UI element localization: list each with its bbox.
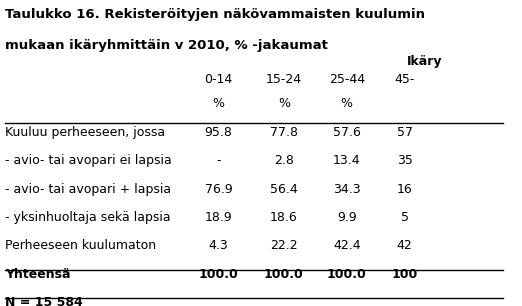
Text: 18.6: 18.6 — [270, 211, 298, 224]
Text: %: % — [278, 97, 290, 110]
Text: 9.9: 9.9 — [337, 211, 357, 224]
Text: 4.3: 4.3 — [209, 240, 229, 252]
Text: mukaan ikäryhmittäin v 2010, % -jakaumat: mukaan ikäryhmittäin v 2010, % -jakaumat — [5, 39, 328, 52]
Text: N = 15 584: N = 15 584 — [5, 296, 83, 306]
Text: 42.4: 42.4 — [333, 240, 361, 252]
Text: 25-44: 25-44 — [329, 73, 365, 86]
Text: 76.9: 76.9 — [205, 183, 232, 196]
Text: 57.6: 57.6 — [333, 126, 361, 139]
Text: 0-14: 0-14 — [205, 73, 233, 86]
Text: 57: 57 — [397, 126, 412, 139]
Text: -: - — [216, 154, 221, 167]
Text: 100: 100 — [392, 268, 418, 281]
Text: %: % — [212, 97, 224, 110]
Text: 100.0: 100.0 — [327, 268, 366, 281]
Text: 2.8: 2.8 — [274, 154, 294, 167]
Text: 35: 35 — [397, 154, 412, 167]
Text: Yhteensä: Yhteensä — [5, 268, 70, 281]
Text: %: % — [341, 97, 353, 110]
Text: Taulukko 16. Rekisteröityjen näkövammaisten kuulumin: Taulukko 16. Rekisteröityjen näkövammais… — [5, 8, 425, 21]
Text: 5: 5 — [400, 211, 409, 224]
Text: 95.8: 95.8 — [205, 126, 232, 139]
Text: 34.3: 34.3 — [333, 183, 361, 196]
Text: Ikäry: Ikäry — [407, 55, 443, 69]
Text: 15-24: 15-24 — [266, 73, 302, 86]
Text: 45-: 45- — [394, 73, 414, 86]
Text: 77.8: 77.8 — [270, 126, 298, 139]
Text: 100.0: 100.0 — [264, 268, 304, 281]
Text: 18.9: 18.9 — [205, 211, 232, 224]
Text: 56.4: 56.4 — [270, 183, 298, 196]
Text: - yksinhuoltaja sekä lapsia: - yksinhuoltaja sekä lapsia — [5, 211, 171, 224]
Text: - avio- tai avopari + lapsia: - avio- tai avopari + lapsia — [5, 183, 171, 196]
Text: - avio- tai avopari ei lapsia: - avio- tai avopari ei lapsia — [5, 154, 172, 167]
Text: 100.0: 100.0 — [199, 268, 239, 281]
Text: Perheeseen kuulumaton: Perheeseen kuulumaton — [5, 240, 156, 252]
Text: Kuuluu perheeseen, jossa: Kuuluu perheeseen, jossa — [5, 126, 165, 139]
Text: 22.2: 22.2 — [270, 240, 298, 252]
Text: 13.4: 13.4 — [333, 154, 361, 167]
Text: 16: 16 — [397, 183, 412, 196]
Text: 42: 42 — [397, 240, 412, 252]
